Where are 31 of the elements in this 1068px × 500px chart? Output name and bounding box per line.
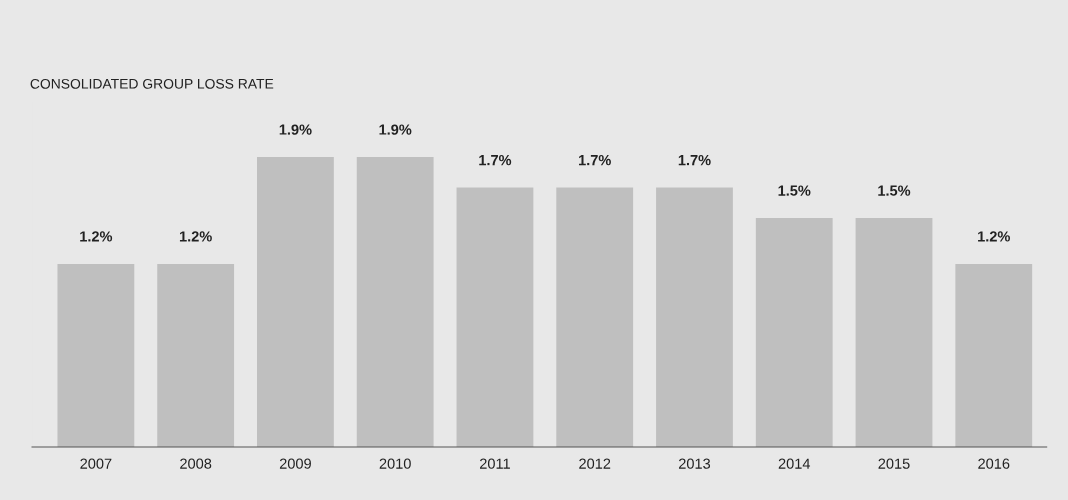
data-label: 1.7% bbox=[678, 154, 711, 166]
x-tick-label: 2015 bbox=[878, 458, 910, 469]
data-label: 1.2% bbox=[80, 231, 113, 242]
x-tick-label: 2013 bbox=[678, 458, 711, 469]
data-label: 1.2% bbox=[179, 231, 212, 242]
x-tick-label: 2009 bbox=[279, 458, 311, 469]
chart-title: CONSOLIDATED GROUP LOSS RATE bbox=[30, 78, 274, 89]
data-label: 1.9% bbox=[279, 124, 312, 135]
x-tick-label: 2010 bbox=[379, 458, 411, 469]
x-tick-label: 2011 bbox=[480, 458, 510, 469]
data-label: 1.9% bbox=[379, 124, 412, 135]
bar bbox=[955, 263, 1033, 447]
data-label: 1.7% bbox=[579, 154, 611, 166]
data-label: 1.5% bbox=[778, 185, 811, 196]
x-tick-label: 2014 bbox=[778, 458, 811, 469]
x-tick-label: 2008 bbox=[180, 458, 212, 469]
data-label: 1.2% bbox=[978, 231, 1010, 242]
bar bbox=[556, 187, 634, 447]
data-label: 1.5% bbox=[878, 185, 911, 196]
data-label: 1.7% bbox=[479, 154, 512, 166]
x-tick-label: 2016 bbox=[978, 458, 1010, 469]
bar bbox=[356, 157, 434, 447]
x-tick-label: 2012 bbox=[579, 458, 611, 469]
bar bbox=[57, 263, 135, 447]
bar bbox=[755, 218, 833, 447]
bar bbox=[656, 187, 733, 447]
bar bbox=[456, 187, 534, 447]
bar bbox=[855, 218, 933, 447]
x-tick-label: 2007 bbox=[80, 458, 112, 469]
bar bbox=[157, 263, 235, 447]
bar bbox=[257, 157, 334, 447]
